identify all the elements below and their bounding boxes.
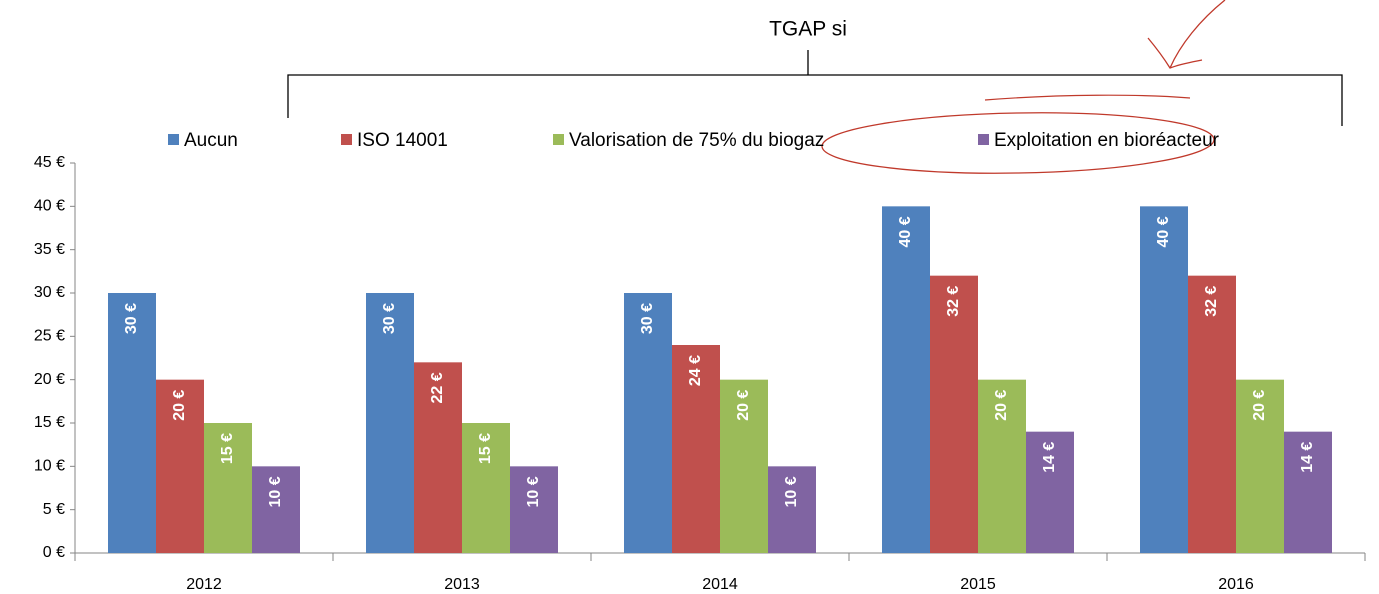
x-tick-label: 2012 — [186, 576, 222, 593]
bar — [510, 466, 558, 553]
value-label: 30 € — [639, 303, 656, 334]
y-tick-label: 25 € — [34, 328, 65, 345]
bar — [414, 362, 462, 553]
x-tick-label: 2014 — [702, 576, 738, 593]
bar — [156, 379, 204, 553]
y-tick-label: 45 € — [34, 154, 65, 171]
annotation-arrow — [1147, 0, 1226, 69]
chart-title: TGAP si — [769, 18, 847, 41]
bar — [720, 379, 768, 553]
value-label: 10 € — [525, 476, 542, 507]
y-tick-label: 20 € — [34, 371, 65, 388]
bar — [930, 275, 978, 553]
y-tick-label: 15 € — [34, 414, 65, 431]
bar — [768, 466, 816, 553]
y-tick-label: 40 € — [34, 198, 65, 215]
x-tick-label: 2013 — [444, 576, 480, 593]
legend-swatch — [168, 134, 179, 145]
annotation-ellipse — [821, 112, 1215, 174]
legend-label: ISO 14001 — [357, 130, 448, 151]
value-label: 30 € — [123, 303, 140, 334]
value-label: 30 € — [381, 303, 398, 334]
bar — [978, 379, 1026, 553]
legend-swatch — [978, 134, 989, 145]
value-label: 14 € — [1299, 442, 1316, 473]
value-label: 10 € — [783, 476, 800, 507]
legend-label: Valorisation de 75% du biogaz — [569, 130, 824, 151]
x-tick-label: 2015 — [960, 576, 996, 593]
bar — [624, 293, 672, 553]
bar — [366, 293, 414, 553]
bar — [204, 423, 252, 553]
y-tick-label: 30 € — [34, 284, 65, 301]
value-label: 40 € — [897, 216, 914, 247]
bar — [252, 466, 300, 553]
value-label: 15 € — [219, 433, 236, 464]
bar — [1236, 379, 1284, 553]
legend-label: Aucun — [184, 130, 238, 151]
bar — [882, 206, 930, 554]
value-label: 32 € — [1203, 286, 1220, 317]
value-label: 24 € — [687, 355, 704, 386]
value-label: 15 € — [477, 433, 494, 464]
bar — [108, 293, 156, 553]
y-tick-label: 10 € — [34, 458, 65, 475]
legend-swatch — [341, 134, 352, 145]
value-label: 20 € — [171, 390, 188, 421]
y-tick-label: 35 € — [34, 241, 65, 258]
value-label: 20 € — [735, 390, 752, 421]
bar — [1026, 431, 1074, 553]
y-tick-label: 5 € — [43, 501, 65, 518]
value-label: 20 € — [993, 390, 1010, 421]
value-label: 10 € — [267, 476, 284, 507]
x-tick-label: 2016 — [1218, 576, 1254, 593]
legend-label: Exploitation en bioréacteur — [994, 130, 1220, 151]
bar — [672, 345, 720, 553]
bar — [1140, 206, 1188, 554]
value-label: 20 € — [1251, 390, 1268, 421]
bar — [462, 423, 510, 553]
legend-swatch — [553, 134, 564, 145]
value-label: 22 € — [429, 372, 446, 403]
value-label: 14 € — [1041, 442, 1058, 473]
value-label: 40 € — [1155, 216, 1172, 247]
bar — [1284, 431, 1332, 553]
bracket — [287, 50, 1343, 126]
annotation-stroke — [984, 94, 1191, 101]
bar — [1188, 275, 1236, 553]
value-label: 32 € — [945, 286, 962, 317]
y-tick-label: 0 € — [43, 544, 65, 561]
